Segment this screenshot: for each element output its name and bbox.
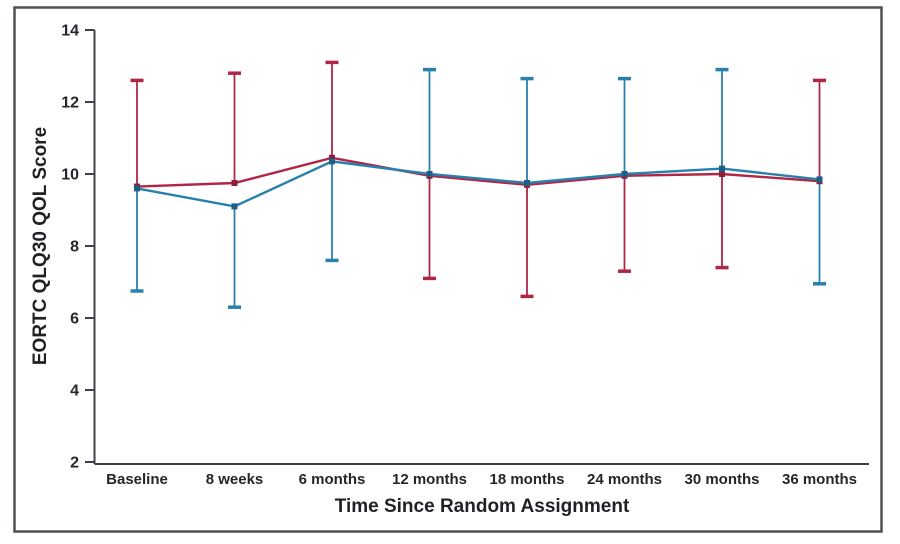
data-point-marker: [524, 180, 530, 186]
x-axis-title: Time Since Random Assignment: [335, 496, 630, 517]
y-tick-label: 6: [70, 311, 79, 328]
x-category-label: 36 months: [782, 471, 857, 488]
red-series-error-bars: [130, 60, 826, 299]
y-tick-label: 12: [61, 95, 79, 112]
x-category-label: 18 months: [489, 471, 564, 488]
figure-border: [13, 6, 883, 533]
data-point-marker: [816, 176, 823, 183]
y-axis-title: EORTC QLQ30 QOL Score: [30, 127, 51, 365]
y-tick-label: 14: [61, 23, 79, 40]
blue-series-line: [136, 160, 820, 208]
y-tick-label: 8: [70, 239, 79, 256]
x-category-label: 30 months: [684, 471, 759, 488]
x-category-label: 24 months: [587, 471, 662, 488]
data-point-marker: [329, 158, 335, 165]
blue-series-markers: [134, 158, 823, 210]
y-tick-label: 2: [70, 455, 79, 472]
x-category-label: Baseline: [106, 471, 168, 488]
data-point-marker: [231, 180, 238, 186]
x-category-label: 8 weeks: [206, 471, 264, 488]
red-series-line: [136, 156, 820, 188]
x-category-label: 6 months: [299, 471, 366, 488]
data-point-marker: [621, 171, 628, 177]
red-series-markers: [134, 154, 823, 190]
chart-generated-content: 2 4 6 8 10 12 14 Baseline 8 weeks 6 months 12 mont…: [13, 6, 883, 533]
axes: [93, 30, 869, 465]
x-category-label: 12 months: [392, 471, 467, 488]
y-tick-label: 10: [61, 167, 79, 184]
data-point-marker: [426, 171, 433, 177]
blue-series-error-bars: [130, 67, 826, 309]
y-ticks: 2 4 6 8 10 12 14: [61, 23, 95, 472]
data-point-marker: [329, 154, 335, 161]
data-point-marker: [719, 171, 725, 177]
x-category-labels: Baseline 8 weeks 6 months 12 months 18 month…: [106, 471, 857, 488]
y-tick-label: 4: [70, 383, 79, 400]
data-point-marker: [231, 203, 238, 210]
data-point-marker: [134, 185, 140, 192]
data-point-marker: [719, 165, 725, 172]
